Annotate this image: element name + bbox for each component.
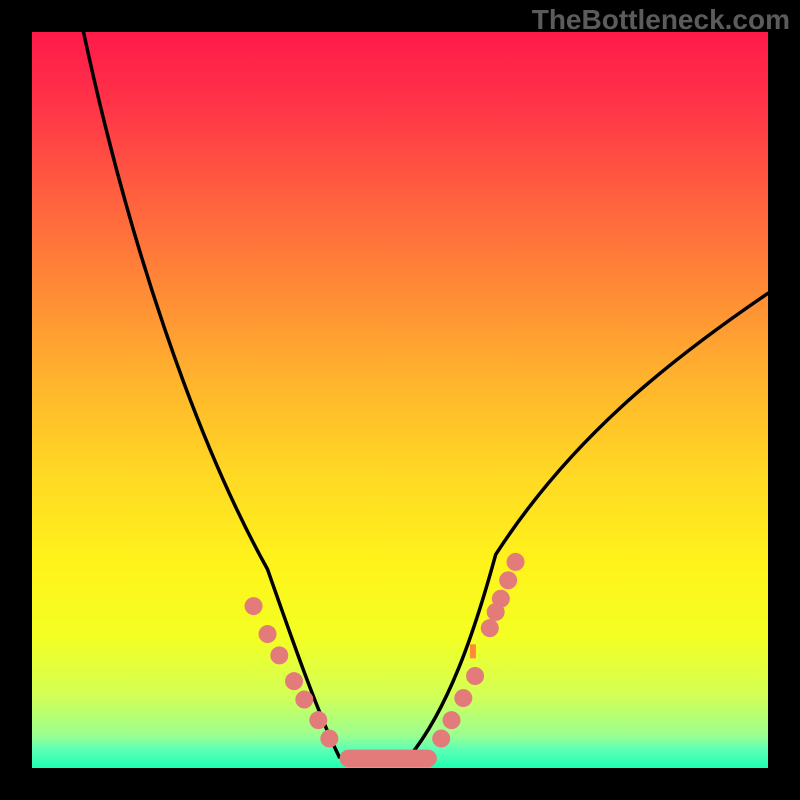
watermark-text: TheBottleneck.com <box>532 4 790 36</box>
data-dot <box>259 625 277 643</box>
data-dot <box>295 691 313 709</box>
bottleneck-curve-segment <box>84 32 340 757</box>
data-dot <box>270 646 288 664</box>
data-dot <box>481 619 499 637</box>
data-dot <box>466 667 484 685</box>
curve-layer <box>32 32 768 768</box>
valley-blob <box>340 750 437 768</box>
data-dot <box>492 590 510 608</box>
chart-container: TheBottleneck.com <box>0 0 800 800</box>
data-dot <box>432 730 450 748</box>
data-dot <box>285 672 303 690</box>
data-dot <box>499 571 517 589</box>
small-mark <box>470 644 476 658</box>
plot-area <box>32 32 768 768</box>
data-dot <box>443 711 461 729</box>
data-dot <box>454 689 472 707</box>
data-dot <box>309 711 327 729</box>
data-dot <box>245 597 263 615</box>
bottleneck-curve-segment <box>409 293 768 757</box>
data-dot <box>507 553 525 571</box>
data-dot <box>320 730 338 748</box>
